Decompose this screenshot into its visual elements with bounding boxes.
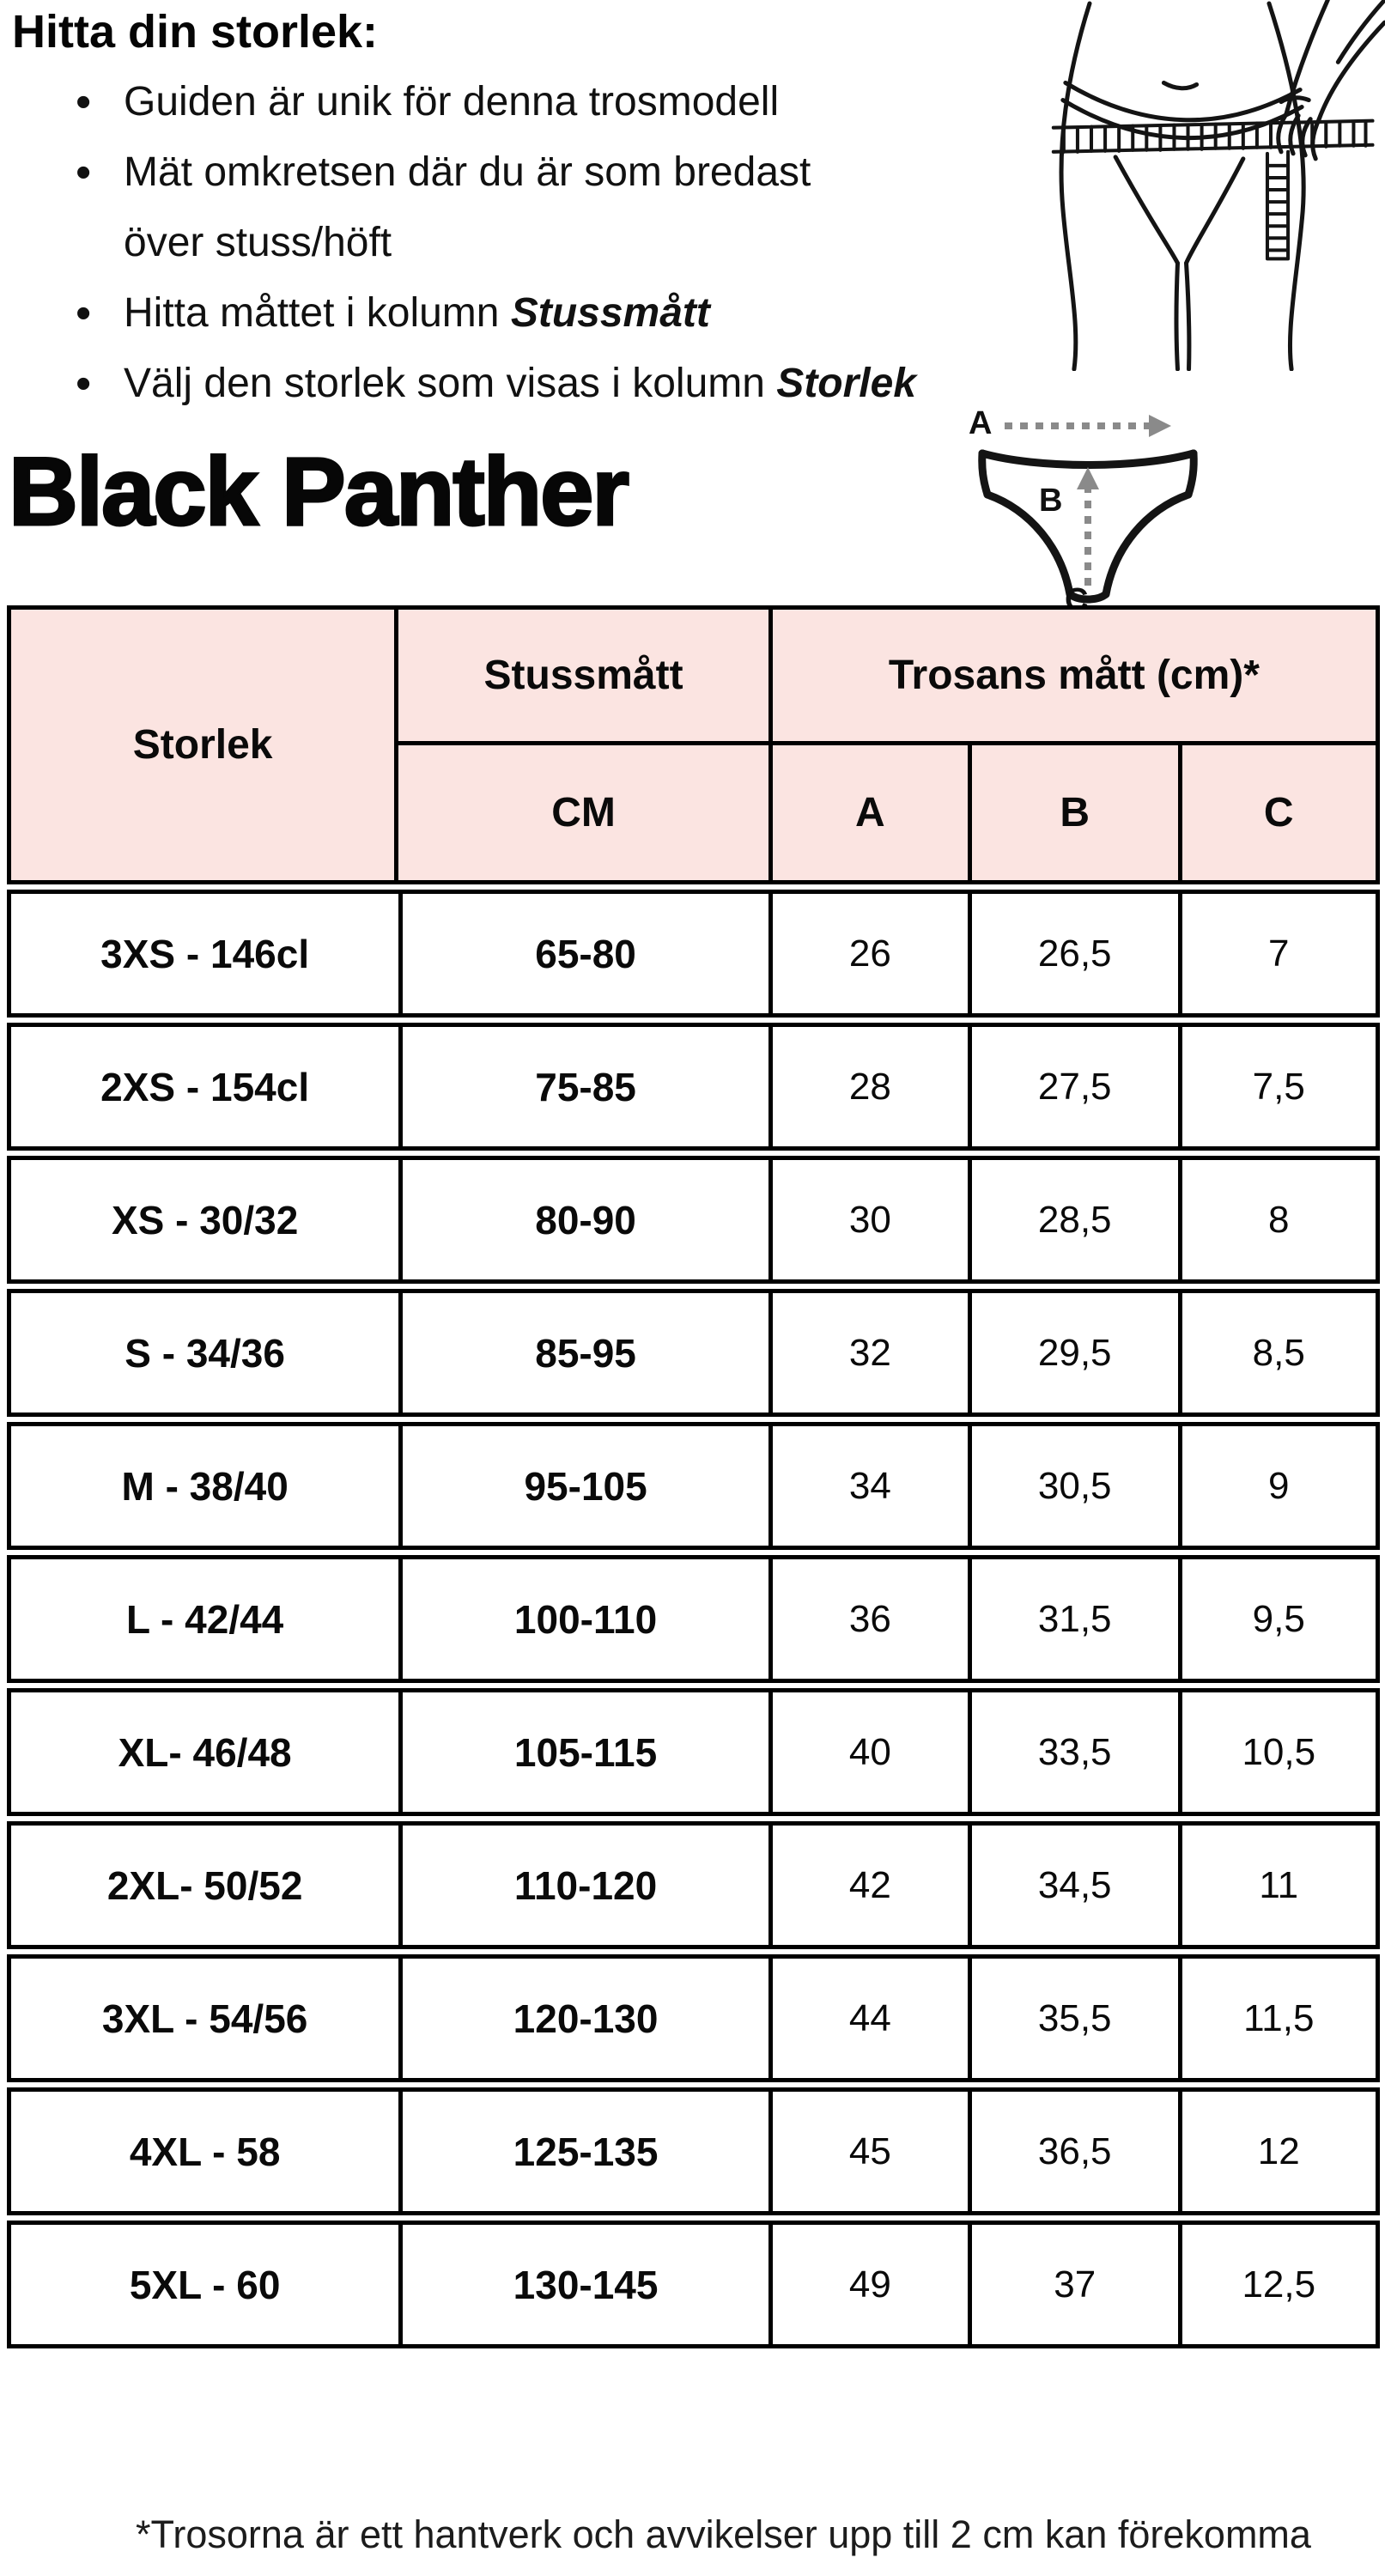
- cell-a: 28: [768, 1027, 968, 1146]
- list-item: Välj den storlek som visas i kolumn Stor…: [74, 349, 997, 419]
- briefs-diagram: A B C: [955, 388, 1221, 617]
- bullet-text: Hitta måttet i kolumn: [124, 290, 511, 336]
- briefs-drawing: [978, 415, 1198, 604]
- cell-size: L - 42/44: [126, 1596, 284, 1642]
- bullet-text-line2: över stuss/höft: [124, 220, 392, 265]
- table-row: 5XL - 60 130-145 49 37 12,5: [7, 2221, 1380, 2348]
- header-stussmatt: Stussmått: [398, 610, 768, 745]
- cell-range: 105-115: [398, 1692, 768, 1812]
- cell-range: 110-120: [398, 1826, 768, 1945]
- table-row: 2XL- 50/52 110-120 42 34,5 11: [7, 1821, 1380, 1949]
- cell-b: 29,5: [967, 1293, 1178, 1413]
- cell-b: 28,5: [967, 1160, 1178, 1279]
- cell-a: 49: [768, 2225, 968, 2344]
- table-row: XL- 46/48 105-115 40 33,5 10,5: [7, 1688, 1380, 1816]
- table-row: 3XS - 146cl 65-80 26 26,5 7: [7, 890, 1380, 1018]
- cell-size: 3XL - 54/56: [101, 1996, 308, 2041]
- header-cm: CM: [551, 789, 616, 835]
- cell-b: 37: [967, 2225, 1178, 2344]
- cell-a: 40: [768, 1692, 968, 1812]
- diagram-label-b: B: [1039, 483, 1063, 519]
- cell-a: 44: [768, 1959, 968, 2078]
- cell-c: 9,5: [1177, 1559, 1376, 1679]
- cell-c: 10,5: [1177, 1692, 1376, 1812]
- header-c: C: [1177, 744, 1376, 880]
- table-row: L - 42/44 100-110 36 31,5 9,5: [7, 1555, 1380, 1683]
- cell-range: 100-110: [398, 1559, 768, 1679]
- hip-measure-drawing: [1051, 0, 1385, 372]
- bullet-text: Mät omkretsen där du är som bredast: [124, 149, 811, 195]
- instruction-list: Guiden är unik för denna trosmodell Mät …: [74, 67, 997, 419]
- cell-c: 8: [1177, 1160, 1376, 1279]
- cell-b: 26,5: [967, 894, 1178, 1013]
- cell-b: 36,5: [967, 2092, 1178, 2211]
- cell-size: 2XS - 154cl: [100, 1064, 310, 1109]
- list-item: Mät omkretsen där du är som bredast över …: [74, 137, 997, 278]
- table-row: 4XL - 58 125-135 45 36,5 12: [7, 2087, 1380, 2215]
- list-item: Hitta måttet i kolumn Stussmått: [74, 278, 997, 349]
- cell-b: 33,5: [967, 1692, 1178, 1812]
- cell-b: 30,5: [967, 1426, 1178, 1546]
- cell-size: S - 34/36: [125, 1330, 285, 1376]
- footnote: *Trosorna är ett hantverk och avvikelser…: [136, 2512, 1311, 2556]
- table-row: M - 38/40 95-105 34 30,5 9: [7, 1422, 1380, 1550]
- list-item: Guiden är unik för denna trosmodell: [74, 67, 997, 137]
- cell-range: 80-90: [398, 1160, 768, 1279]
- header-b: B: [967, 744, 1178, 880]
- cell-c: 11,5: [1177, 1959, 1376, 2078]
- cell-range: 130-145: [398, 2225, 768, 2344]
- cell-b: 34,5: [967, 1826, 1178, 1945]
- header-a: A: [768, 744, 968, 880]
- cell-size: 4XL - 58: [129, 2129, 281, 2174]
- cell-size: M - 38/40: [121, 1463, 289, 1509]
- cell-c: 7,5: [1177, 1027, 1376, 1146]
- table-row: 3XL - 54/56 120-130 44 35,5 11,5: [7, 1954, 1380, 2082]
- cell-range: 95-105: [398, 1426, 768, 1546]
- header-trosans-matt: Trosans mått (cm)*: [768, 610, 1376, 745]
- cell-c: 9: [1177, 1426, 1376, 1546]
- cell-b: 27,5: [967, 1027, 1178, 1146]
- cell-range: 85-95: [398, 1293, 768, 1413]
- page-title: Hitta din storlek:: [12, 6, 379, 58]
- cell-c: 12,5: [1177, 2225, 1376, 2344]
- cell-c: 8,5: [1177, 1293, 1376, 1413]
- cell-a: 32: [768, 1293, 968, 1413]
- cell-size: 2XL- 50/52: [106, 1862, 303, 1908]
- cell-size: XL- 46/48: [118, 1729, 292, 1775]
- product-title: Black Panther: [8, 437, 631, 547]
- table-header: Storlek Stussmått Trosans mått (cm)* CM …: [7, 605, 1380, 884]
- cell-a: 34: [768, 1426, 968, 1546]
- cell-size: XS - 30/32: [111, 1197, 299, 1242]
- bullet-text: Guiden är unik för denna trosmodell: [124, 79, 780, 125]
- cell-c: 7: [1177, 894, 1376, 1013]
- cell-range: 120-130: [398, 1959, 768, 2078]
- diagram-label-a: A: [969, 405, 993, 441]
- cell-c: 11: [1177, 1826, 1376, 1945]
- bullet-emphasis: Storlek: [776, 361, 917, 406]
- table-row: S - 34/36 85-95 32 29,5 8,5: [7, 1289, 1380, 1417]
- cell-b: 35,5: [967, 1959, 1178, 2078]
- hip-measure-illustration: [979, 0, 1385, 372]
- cell-range: 125-135: [398, 2092, 768, 2211]
- cell-b: 31,5: [967, 1559, 1178, 1679]
- cell-size: 3XS - 146cl: [100, 931, 310, 976]
- cell-a: 42: [768, 1826, 968, 1945]
- bullet-text: Välj den storlek som visas i kolumn: [124, 361, 777, 406]
- header-storlek: Storlek: [11, 610, 399, 880]
- cell-a: 45: [768, 2092, 968, 2211]
- table-row: XS - 30/32 80-90 30 28,5 8: [7, 1156, 1380, 1284]
- cell-a: 30: [768, 1160, 968, 1279]
- cell-size: 5XL - 60: [129, 2262, 281, 2307]
- bullet-emphasis: Stussmått: [510, 290, 710, 336]
- cell-a: 26: [768, 894, 968, 1013]
- cell-range: 65-80: [398, 894, 768, 1013]
- table-row: 2XS - 154cl 75-85 28 27,5 7,5: [7, 1023, 1380, 1151]
- cell-range: 75-85: [398, 1027, 768, 1146]
- cell-c: 12: [1177, 2092, 1376, 2211]
- cell-a: 36: [768, 1559, 968, 1679]
- size-table: Storlek Stussmått Trosans mått (cm)* C M …: [7, 605, 1380, 2348]
